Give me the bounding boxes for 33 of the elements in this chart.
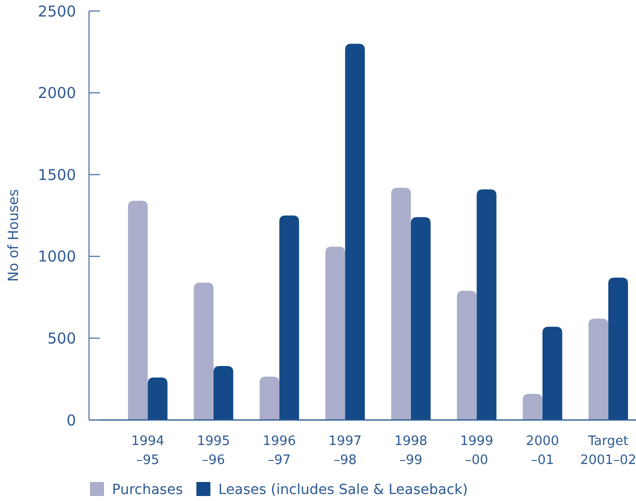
bar <box>345 44 365 420</box>
bar <box>456 290 477 420</box>
bar <box>279 216 300 420</box>
y-tick-label: 1500 <box>38 166 76 184</box>
bar <box>588 318 608 420</box>
y-tick-label: 500 <box>47 329 76 348</box>
x-tick-label: 2000 –01 <box>526 434 560 468</box>
y-axis-title: No of Houses <box>6 189 22 282</box>
legend-label: Purchases <box>112 482 183 498</box>
y-tick-label: 2500 <box>38 2 76 20</box>
y-tick-label: 2000 <box>38 84 76 102</box>
y-tick-label: 1000 <box>38 248 76 266</box>
x-tick-label: Target 2001–02 <box>580 434 636 468</box>
bar <box>260 376 280 420</box>
bar <box>608 278 628 420</box>
bar <box>476 189 496 420</box>
bar <box>128 200 148 420</box>
x-tick-label: 1996 –97 <box>262 434 296 468</box>
bar <box>325 246 346 420</box>
x-tick-label: 1994 –95 <box>131 434 164 468</box>
bar <box>522 394 542 420</box>
x-tick-label: 1999 –00 <box>460 434 494 468</box>
x-tick-label: 1995 –96 <box>196 434 230 468</box>
legend-label: Leases (includes Sale & Leaseback) <box>218 482 468 498</box>
x-tick-label: 1998 –99 <box>394 434 428 468</box>
bar <box>410 217 431 420</box>
y-tick-label: 0 <box>66 411 76 430</box>
x-tick-label: 1997 –98 <box>328 434 362 468</box>
bar <box>542 326 562 420</box>
bar <box>214 366 234 420</box>
bar <box>148 377 168 420</box>
bar <box>194 282 214 420</box>
bar <box>391 188 411 420</box>
